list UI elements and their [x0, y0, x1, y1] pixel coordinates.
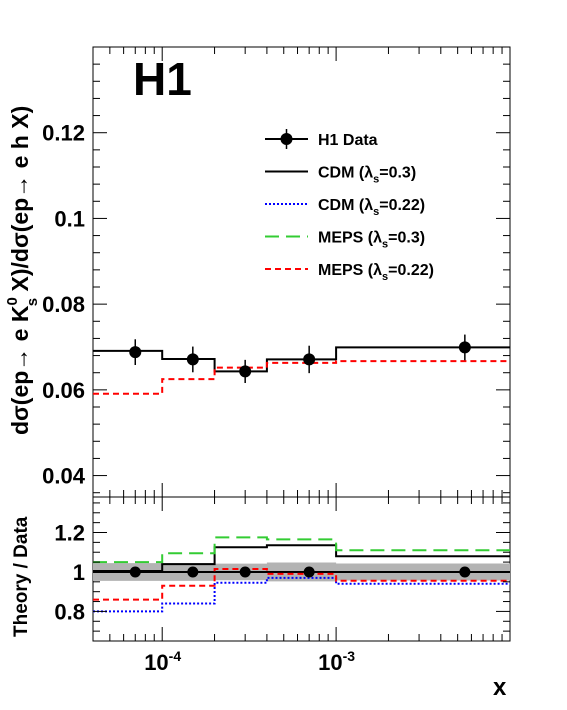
- top-plot-frame: [92, 46, 511, 498]
- legend-meps-s-0-3-label: MEPS (λs=0.3): [318, 230, 425, 251]
- ylabel-sup: 0: [4, 297, 21, 305]
- ratio-series-meps-s-0-3: [93, 536, 510, 564]
- legend-h1-data-label: H1 Data: [318, 132, 378, 149]
- ratio-data-point: [459, 566, 471, 578]
- legend-h1-data-marker: [280, 133, 293, 145]
- top-data-point: [186, 353, 199, 366]
- top-data-point: [129, 346, 142, 359]
- top-data-point: [458, 341, 471, 354]
- ratio-panel: 0.8 1 1.2 10-4 10-3 Theory / Data x: [11, 496, 511, 701]
- top-panel: 0.04 0.06 0.08 0.1 0.12 H1 dσ(ep→ e K0 s X)/d…: [4, 46, 511, 498]
- ratio-data-point: [129, 566, 141, 578]
- ratio-series-meps-s-0-22: [93, 568, 510, 601]
- top-y-axis-label: dσ(ep→ e K0 s X)/dσ(ep→ e h X): [4, 106, 41, 435]
- top-y-tick-label: 0.1: [54, 206, 85, 231]
- ratio-data-point: [187, 566, 199, 578]
- top-y-tick-label: 0.06: [42, 378, 85, 403]
- top-data-point: [303, 353, 316, 366]
- ylabel-part-1: dσ(ep→ e K: [7, 305, 33, 435]
- ratio-y-tick-label: 0.8: [54, 599, 85, 624]
- ylabel-sub: s: [24, 298, 41, 306]
- ratio-y-tick-label: 1.2: [54, 521, 85, 546]
- ratio-data-point: [239, 566, 251, 578]
- legend-meps-s-0-22-label: MEPS (λs=0.22): [318, 262, 434, 283]
- top-y-tick-label: 0.08: [42, 292, 85, 317]
- legend-cdm-s-0-22-label: CDM (λs=0.22): [318, 197, 425, 218]
- top-y-tick-label: 0.12: [42, 121, 85, 146]
- legend-cdm-s-0-3-label: CDM (λs=0.3): [318, 165, 416, 186]
- x-tick-label: 10-4: [144, 648, 181, 675]
- legend: H1 Data CDM (λs=0.3) CDM (λs=0.22) MEPS (λs…: [265, 129, 434, 283]
- top-data-point: [239, 365, 252, 378]
- ratio-y-axis-label: Theory / Data: [11, 516, 32, 637]
- ylabel-part-2: X)/dσ(ep→ e h X): [7, 106, 33, 298]
- ratio-y-tick-label: 1: [73, 560, 85, 585]
- ratio-series-cdm-s-0-22: [93, 576, 510, 613]
- top-y-tick-label: 0.04: [42, 464, 86, 489]
- x-axis-label: x: [493, 674, 507, 701]
- ratio-data-point: [303, 566, 315, 578]
- h1-logo: H1: [133, 53, 192, 105]
- x-tick-label: 10-3: [318, 648, 355, 675]
